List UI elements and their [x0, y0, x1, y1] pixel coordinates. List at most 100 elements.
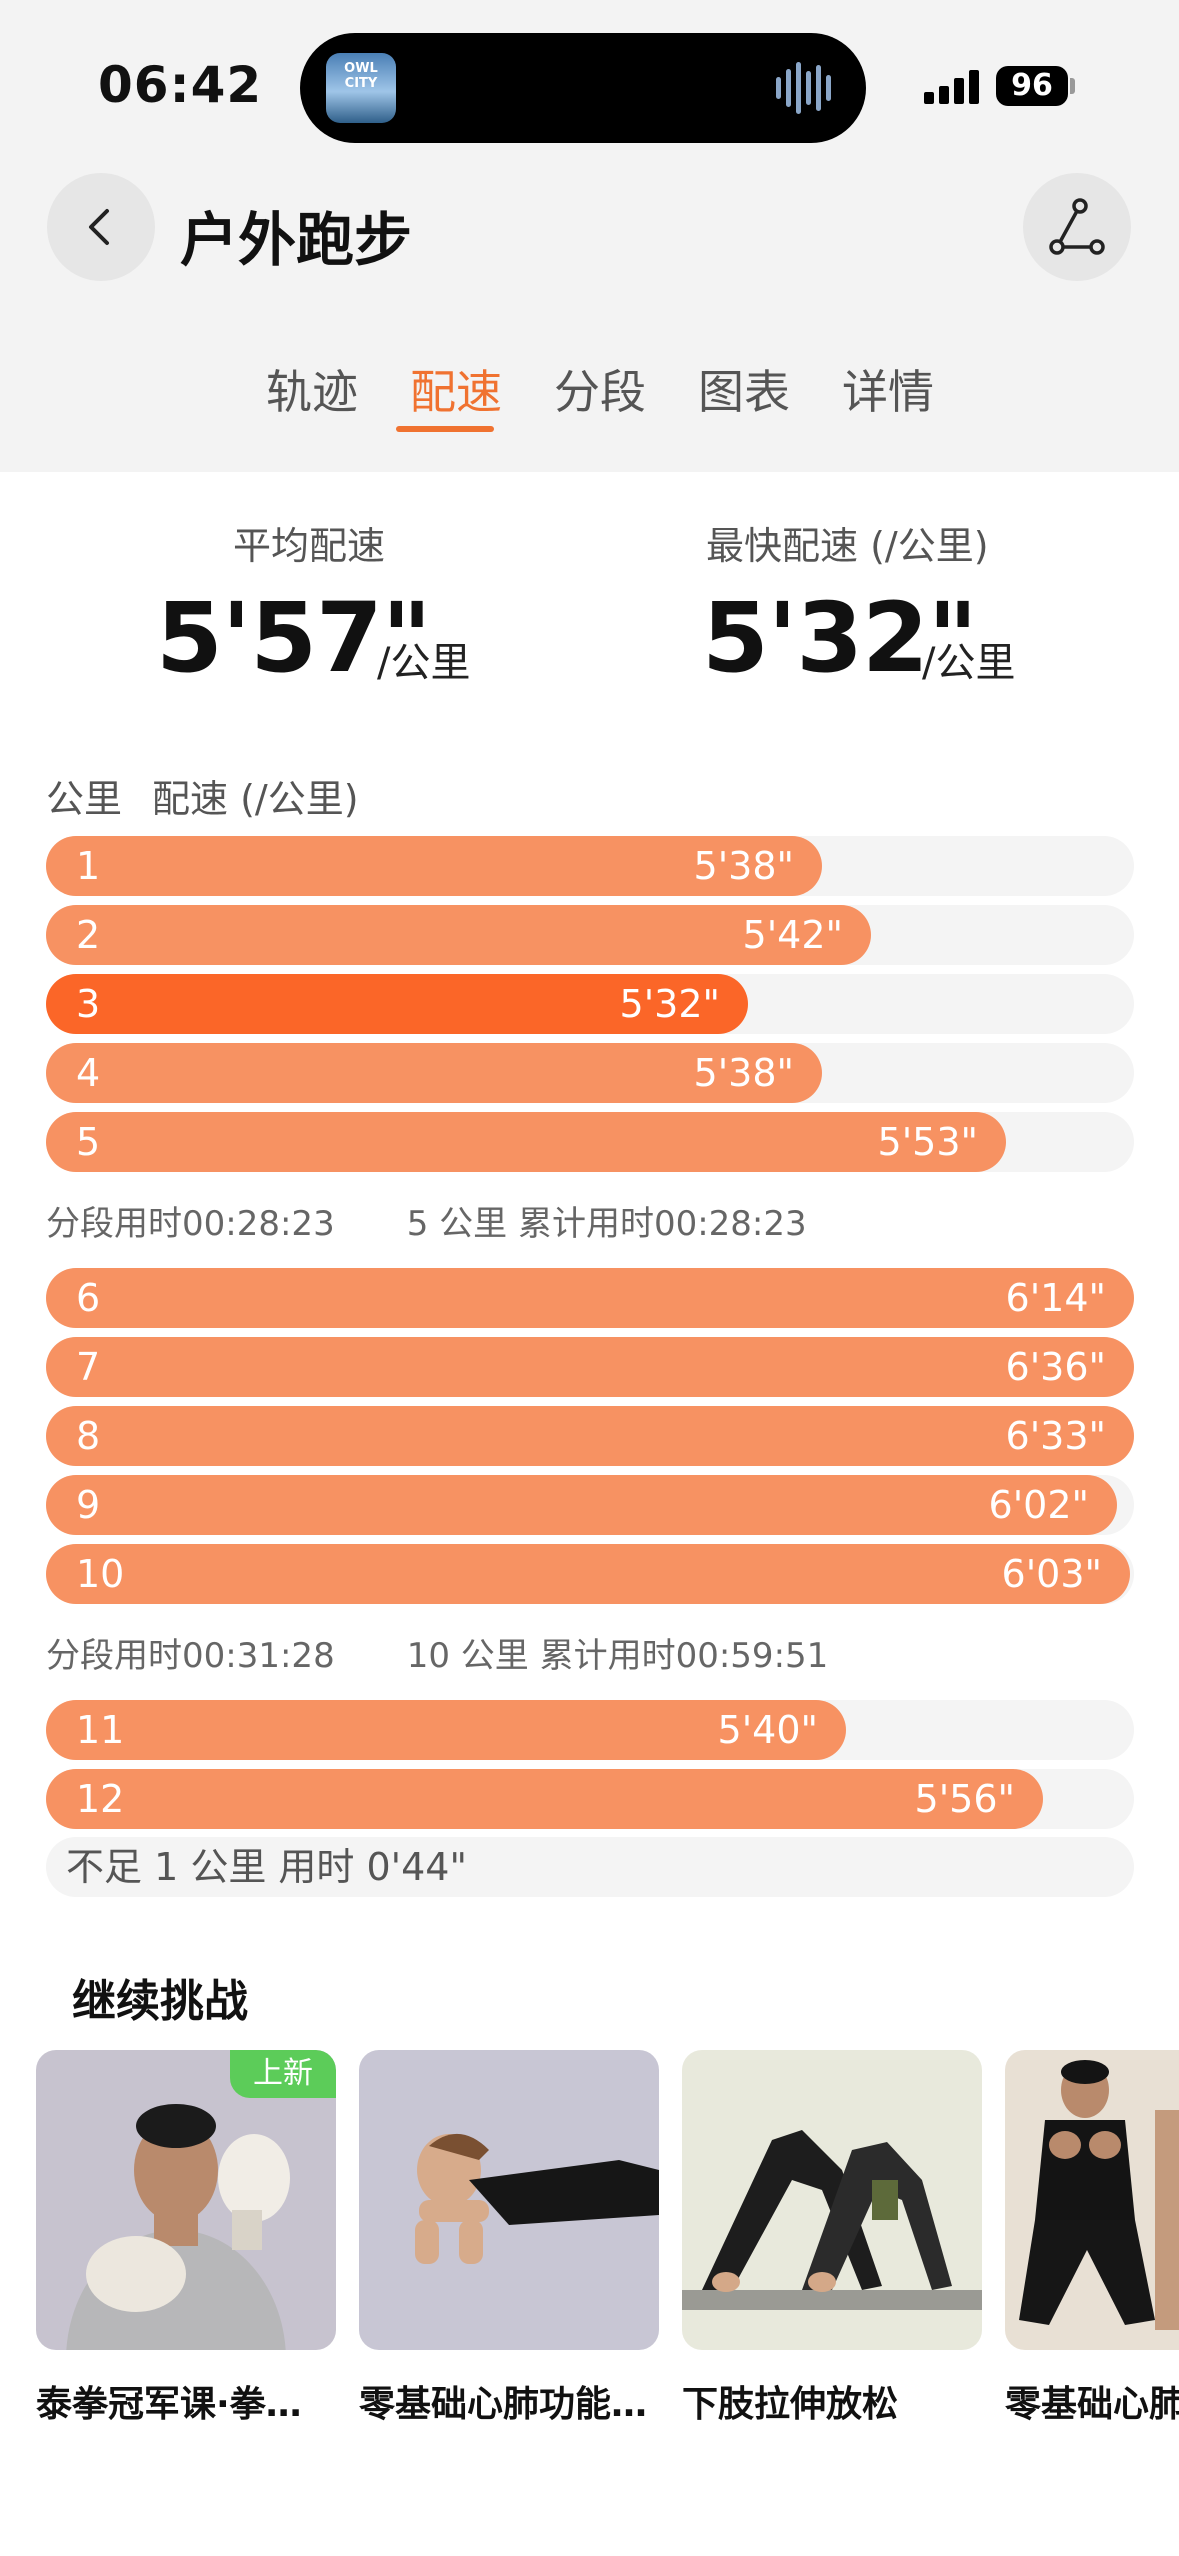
course-card-stretch[interactable]	[682, 2050, 982, 2350]
split-row: 9 6'02"	[46, 1475, 1134, 1535]
course-name-1[interactable]: 泰拳冠军课·拳…	[36, 2384, 302, 2425]
split-pace: 5'56"	[914, 1777, 1015, 1821]
route-share-icon	[1049, 198, 1105, 255]
cumulative-time: 5 公里 累计用时00:28:23	[406, 1204, 807, 1244]
tab-pace[interactable]: 配速	[410, 365, 502, 419]
course-name-3[interactable]: 下肢拉伸放松	[682, 2384, 899, 2425]
segment-summary-2: 分段用时00:31:28 10 公里 累计用时00:59:51	[46, 1628, 828, 1677]
new-badge: 上新	[230, 2050, 336, 2098]
stretch-photo-icon	[682, 2130, 982, 2310]
segment-time: 分段用时00:28:23	[46, 1204, 335, 1244]
partial-km-text: 不足 1 公里 用时 0'44"	[66, 1845, 467, 1889]
pace-column-header: 配速 (/公里)	[152, 777, 359, 821]
split-pace: 6'03"	[1001, 1552, 1102, 1596]
split-km: 10	[76, 1552, 125, 1596]
avg-pace-unit: /公里	[377, 640, 471, 686]
split-bar: 1 5'38"	[46, 836, 822, 896]
dynamic-island[interactable]: OWL CITY	[300, 33, 866, 143]
split-bar: 9 6'02"	[46, 1475, 1117, 1535]
split-pace: 5'40"	[717, 1708, 818, 1752]
split-row: 8 6'33"	[46, 1406, 1134, 1466]
split-bar: 7 6'36"	[46, 1337, 1134, 1397]
km-column-header: 公里	[46, 777, 123, 821]
chevron-left-icon	[89, 209, 109, 245]
course-name-2[interactable]: 零基础心肺功能…	[359, 2384, 648, 2425]
split-bar: 8 6'33"	[46, 1406, 1134, 1466]
best-pace-unit: /公里	[922, 640, 1016, 686]
back-button[interactable]	[47, 173, 155, 281]
split-row: 7 6'36"	[46, 1337, 1134, 1397]
course-card-boxing[interactable]: 上新	[36, 2050, 336, 2350]
split-pace: 6'36"	[1005, 1345, 1106, 1389]
tab-details[interactable]: 详情	[842, 365, 934, 419]
segment-time: 分段用时00:31:28	[46, 1636, 335, 1676]
split-pace: 5'32"	[619, 982, 720, 1026]
split-row: 6 6'14"	[46, 1268, 1134, 1328]
split-km: 5	[76, 1120, 101, 1164]
split-pace: 6'33"	[1005, 1414, 1106, 1458]
active-tab-indicator	[396, 426, 494, 432]
avg-pace-label: 平均配速	[233, 524, 386, 568]
share-route-button[interactable]	[1023, 173, 1131, 281]
split-km: 11	[76, 1708, 125, 1752]
partial-km-row: 不足 1 公里 用时 0'44"	[46, 1837, 1134, 1897]
avg-pace-value: 5'57"	[156, 582, 432, 694]
challenge-cards[interactable]: 上新	[36, 2050, 1179, 2380]
course-card-cardio-2[interactable]	[1005, 2050, 1179, 2350]
course-name-4[interactable]: 零基础心肺	[1005, 2384, 1179, 2425]
split-bar: 12 5'56"	[46, 1769, 1043, 1829]
segment-summary-1: 分段用时00:28:23 5 公里 累计用时00:28:23	[46, 1196, 807, 1245]
split-row: 2 5'42"	[46, 905, 1134, 965]
split-pace: 5'38"	[693, 844, 794, 888]
list-header: 公里 配速 (/公里)	[46, 768, 359, 823]
split-bar: 2 5'42"	[46, 905, 871, 965]
split-pace: 5'53"	[877, 1120, 978, 1164]
battery-icon: 96	[996, 66, 1068, 106]
boxing-photo-icon	[66, 2104, 290, 2350]
tab-bar: 轨迹 配速 分段 图表 详情	[240, 356, 960, 436]
page-title: 户外跑步	[180, 206, 413, 274]
album-art-icon: OWL CITY	[326, 53, 396, 123]
tab-segments[interactable]: 分段	[554, 365, 646, 419]
split-km: 2	[76, 913, 101, 957]
split-row: 3 5'32"	[46, 974, 1134, 1034]
split-bar: 5 5'53"	[46, 1112, 1006, 1172]
split-km: 1	[76, 844, 101, 888]
split-row: 12 5'56"	[46, 1769, 1134, 1829]
best-pace-label: 最快配速 (/公里)	[706, 524, 989, 568]
split-pace: 5'42"	[742, 913, 843, 957]
split-bar: 4 5'38"	[46, 1043, 822, 1103]
split-row: 11 5'40"	[46, 1700, 1134, 1760]
split-km: 8	[76, 1414, 101, 1458]
audio-wave-icon	[776, 61, 836, 115]
split-pace: 5'38"	[693, 1051, 794, 1095]
tab-charts[interactable]: 图表	[698, 365, 790, 419]
split-pace: 6'02"	[988, 1483, 1089, 1527]
split-bar: 6 6'14"	[46, 1268, 1134, 1328]
status-time: 06:42	[98, 56, 263, 114]
plank-photo-icon	[415, 2133, 659, 2264]
album-title: OWL CITY	[344, 61, 378, 91]
split-bar: 10 6'03"	[46, 1544, 1130, 1604]
split-km: 3	[76, 982, 101, 1026]
cellular-signal-icon	[924, 66, 982, 104]
split-bar: 11 5'40"	[46, 1700, 846, 1760]
squat-photo-icon	[1019, 2060, 1179, 2330]
split-row: 1 5'38"	[46, 836, 1134, 896]
course-card-cardio[interactable]	[359, 2050, 659, 2350]
best-pace-value: 5'32"	[702, 582, 978, 694]
battery-tip	[1070, 78, 1075, 94]
split-km: 9	[76, 1483, 101, 1527]
split-km: 6	[76, 1276, 101, 1320]
split-row: 4 5'38"	[46, 1043, 1134, 1103]
cumulative-time: 10 公里 累计用时00:59:51	[406, 1636, 829, 1676]
split-km: 7	[76, 1345, 101, 1389]
split-row: 10 6'03"	[46, 1544, 1134, 1604]
split-km: 4	[76, 1051, 101, 1095]
split-row: 5 5'53"	[46, 1112, 1134, 1172]
split-km: 12	[76, 1777, 125, 1821]
split-bar-fastest: 3 5'32"	[46, 974, 748, 1034]
tab-track[interactable]: 轨迹	[266, 365, 358, 419]
challenge-section-title: 继续挑战	[72, 1976, 248, 2027]
split-pace: 6'14"	[1005, 1276, 1106, 1320]
